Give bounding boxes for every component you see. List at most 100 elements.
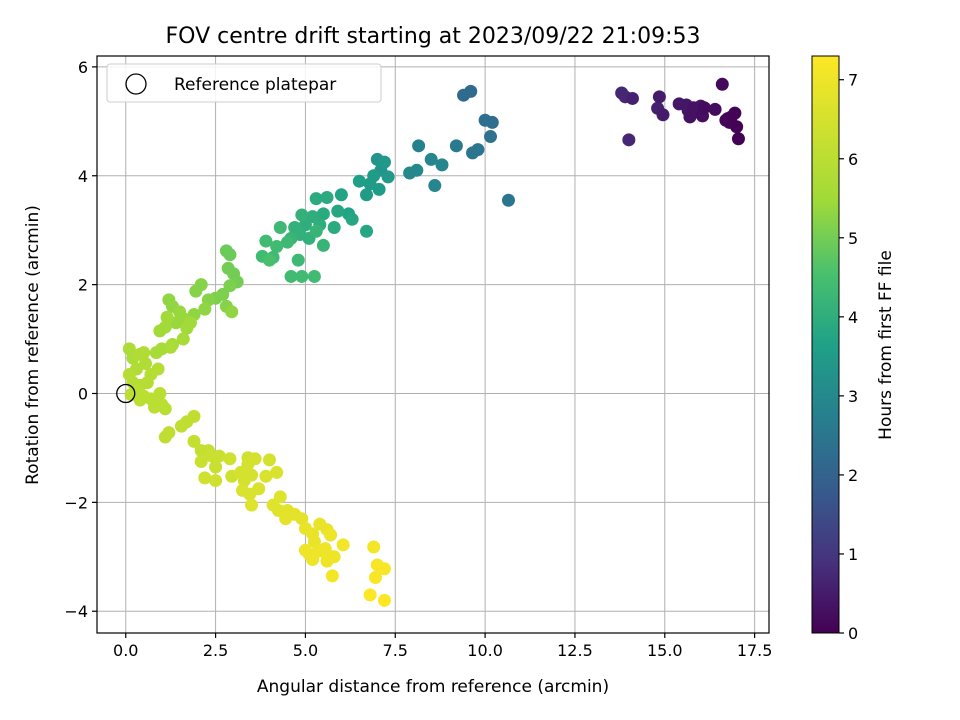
data-point [464,84,478,98]
data-point [174,419,188,433]
data-point [471,143,485,157]
data-point [270,465,284,479]
reference-platepar-point [116,383,136,404]
colorbar-ticks: 0 1 2 3 4 5 6 7 [839,71,858,643]
data-point [284,269,298,283]
data-point [377,593,391,607]
data-point [149,346,163,360]
data-point [483,130,497,144]
colorbar-tick-label: 7 [848,71,858,90]
colorbar-tick-label: 6 [848,150,858,169]
data-point [198,471,212,485]
data-point [273,220,287,234]
data-point [158,430,172,444]
data-point [369,570,383,584]
data-point [262,453,276,467]
colorbar-tick-label: 5 [848,229,858,248]
data-point [377,562,391,576]
data-point [288,220,302,234]
data-point [223,248,237,262]
y-axis-ticks: −4 −2 0 2 4 6 [64,58,97,621]
data-point [225,305,239,319]
x-axis-ticks: 0.0 2.5 5.0 7.5 10.0 12.5 15.0 17.5 [113,633,772,660]
data-point [449,139,463,153]
data-point [160,310,174,324]
data-point [295,208,309,222]
data-point [252,482,266,496]
data-point [360,188,374,202]
y-tick-label: 2 [78,276,88,295]
data-point [140,376,154,390]
x-tick-label: 17.5 [737,641,773,660]
data-point [262,253,276,267]
data-point [316,238,330,252]
y-tick-label: −2 [64,493,88,512]
data-point [133,393,147,407]
y-tick-label: 4 [78,167,88,186]
data-point [270,240,284,254]
data-point [367,169,381,183]
data-points [122,77,745,607]
legend: Reference platepar [106,63,382,103]
data-point [164,340,178,354]
data-point [137,346,151,360]
data-point [652,90,666,104]
data-point [324,528,338,542]
data-point [424,152,438,166]
data-point [331,204,345,218]
x-tick-label: 10.0 [467,641,503,660]
data-point [295,269,309,283]
data-point [158,320,172,334]
data-point [158,402,172,416]
x-tick-label: 0.0 [113,641,138,660]
data-point [183,316,197,330]
data-point [189,284,203,298]
y-tick-label: 0 [78,384,88,403]
data-point [485,115,499,129]
colorbar-tick-label: 3 [848,387,858,406]
data-point [728,106,742,120]
data-point [435,158,449,172]
legend-box [106,63,382,103]
data-point [187,434,201,448]
data-point [153,386,167,400]
data-point [367,540,381,554]
y-tick-label: 6 [78,58,88,77]
data-point [187,409,201,423]
x-tick-label: 7.5 [383,641,408,660]
data-point [209,460,223,474]
data-point [295,512,309,526]
data-point [325,569,339,583]
chart-title: FOV centre drift starting at 2023/09/22 … [166,24,701,49]
x-axis-label: Angular distance from reference (arcmin) [257,677,609,697]
data-point [372,182,386,196]
data-point [194,455,208,469]
data-point [259,469,273,483]
data-point [259,234,273,248]
data-point [730,120,744,134]
data-point [309,192,323,206]
colorbar-gradient [811,55,840,634]
data-point [307,535,321,549]
legend-label-reference: Reference platepar [174,75,336,95]
data-point [708,102,722,116]
x-tick-label: 12.5 [557,641,593,660]
data-point [309,224,323,238]
data-point [223,452,237,466]
data-point [334,188,348,202]
data-point [245,468,259,482]
data-point [205,449,219,463]
data-point [280,235,294,249]
x-tick-label: 15.0 [647,641,683,660]
data-point [625,91,639,105]
colorbar: 0 1 2 3 4 5 6 7 Hours from first FF file [811,55,896,643]
data-point [327,220,341,234]
data-point [173,305,187,319]
reference-marker [116,383,136,404]
data-point [336,538,350,552]
data-point [656,108,670,122]
data-point [412,139,426,153]
data-point [298,218,312,232]
colorbar-tick-label: 1 [848,545,858,564]
